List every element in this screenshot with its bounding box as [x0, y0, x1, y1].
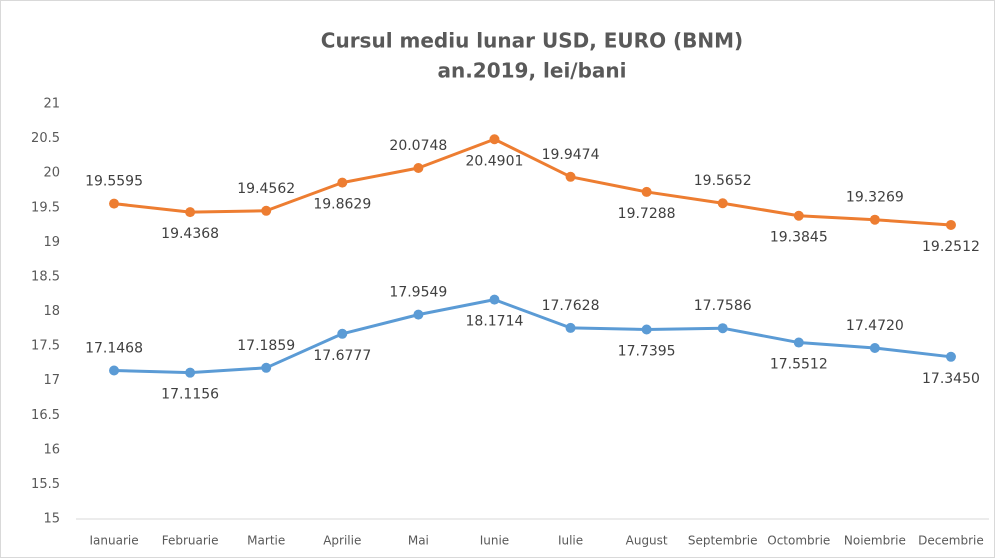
- y-tick-label: 18.5: [31, 269, 60, 284]
- point: [945, 219, 956, 230]
- point: [413, 309, 424, 320]
- series-line: [113, 137, 952, 227]
- data-label: 17.4720: [846, 318, 904, 334]
- data-label: 19.5652: [694, 173, 752, 189]
- data-label: 19.5595: [85, 174, 143, 190]
- y-tick-label: 18: [43, 304, 60, 319]
- data-label: 17.7628: [542, 298, 600, 314]
- x-tick-label: Iunie: [480, 534, 509, 548]
- point: [489, 134, 500, 145]
- y-tick-label: 17: [43, 373, 60, 388]
- data-label: 20.0748: [389, 138, 447, 154]
- point: [413, 162, 424, 173]
- data-label: 17.1468: [85, 341, 143, 357]
- x-tick-label: Martie: [247, 534, 285, 548]
- data-label: 19.3269: [846, 190, 904, 206]
- x-tick-label: Iulie: [558, 534, 583, 548]
- x-tick-label: Mai: [408, 534, 429, 548]
- x-tick-label: Octombrie: [767, 534, 830, 548]
- point: [337, 328, 348, 339]
- x-tick-label: Septembrie: [688, 534, 758, 548]
- point: [109, 198, 120, 209]
- x-tick-label: Ianuarie: [89, 534, 138, 548]
- x-tick-label: Februarie: [162, 534, 219, 548]
- data-label: 17.1859: [237, 338, 295, 354]
- y-tick-label: 19: [43, 235, 60, 250]
- point: [565, 322, 576, 333]
- point: [185, 367, 196, 378]
- x-tick-label: Decembrie: [918, 534, 984, 548]
- data-label: 17.3450: [922, 371, 980, 387]
- x-tick-label: Aprilie: [323, 534, 361, 548]
- data-label: 20.4901: [466, 153, 524, 169]
- y-tick-label: 17.5: [31, 339, 60, 354]
- data-label: 17.7586: [694, 298, 752, 314]
- y-tick-label: 20: [43, 166, 60, 181]
- y-tick-label: 15.5: [31, 477, 60, 492]
- data-label: 19.2512: [922, 239, 980, 255]
- point: [641, 324, 652, 335]
- data-label: 19.4562: [237, 181, 295, 197]
- data-label: 17.7395: [618, 344, 676, 360]
- point: [793, 337, 804, 348]
- point: [261, 362, 272, 373]
- point: [717, 323, 728, 334]
- point: [945, 351, 956, 362]
- x-tick-label: August: [626, 534, 668, 548]
- chart-title: Cursul mediu lunar USD, EURO (BNM): [321, 29, 743, 53]
- point: [109, 365, 120, 376]
- point: [185, 207, 196, 218]
- data-label: 19.8629: [313, 197, 371, 213]
- point: [869, 214, 880, 225]
- x-tick-label: Noiembrie: [844, 534, 906, 548]
- y-tick-label: 19.5: [31, 200, 60, 215]
- data-label: 17.9549: [389, 285, 447, 301]
- point: [641, 186, 652, 197]
- y-tick-label: 15: [43, 512, 60, 527]
- point: [869, 343, 880, 354]
- y-tick-label: 16: [43, 442, 60, 457]
- point: [261, 205, 272, 216]
- data-label: 19.4368: [161, 226, 219, 242]
- point: [337, 177, 348, 188]
- data-label: 19.3845: [770, 230, 828, 246]
- data-label: 17.1156: [161, 387, 219, 403]
- data-label: 19.7288: [618, 206, 676, 222]
- point: [793, 210, 804, 221]
- data-label: 17.5512: [770, 357, 828, 373]
- point: [717, 198, 728, 209]
- point: [489, 294, 500, 305]
- data-label: 17.6777: [313, 348, 371, 364]
- point: [565, 171, 576, 182]
- y-tick-label: 16.5: [31, 408, 60, 423]
- series-line: [113, 298, 952, 375]
- y-tick-label: 21: [43, 97, 60, 112]
- data-label: 19.9474: [542, 147, 600, 163]
- chart-subtitle: an.2019, lei/bani: [437, 59, 626, 83]
- y-tick-label: 20.5: [31, 131, 60, 146]
- data-label: 18.1714: [466, 314, 524, 330]
